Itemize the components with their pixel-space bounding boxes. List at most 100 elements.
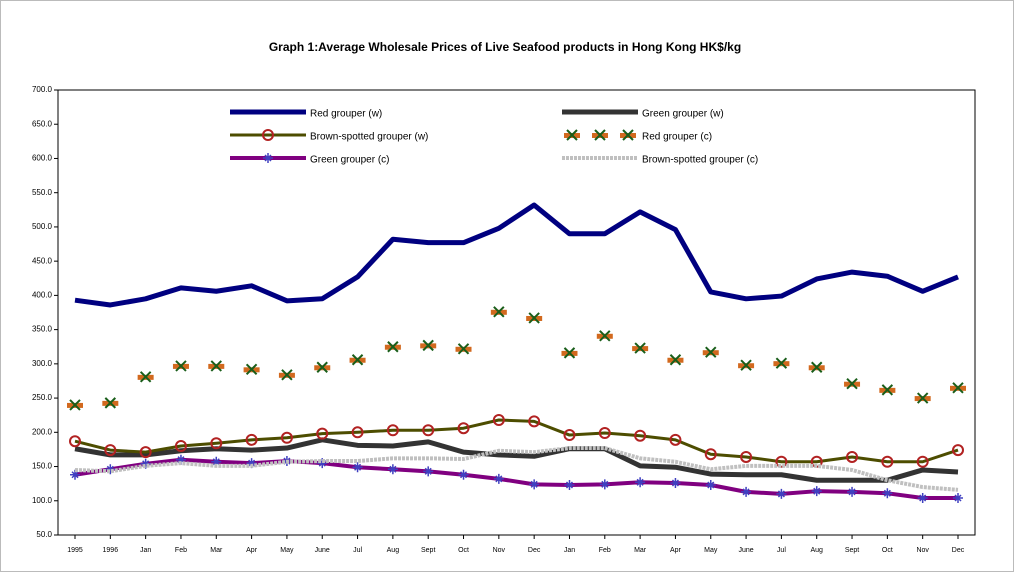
x-tick-label: Jan [564, 547, 575, 554]
data-marker [773, 357, 790, 369]
data-marker [243, 363, 260, 376]
marker-circle [245, 433, 258, 446]
legend-marker [620, 129, 636, 141]
x-tick-label: Oct [458, 547, 469, 554]
marker-star [493, 473, 504, 484]
data-marker [102, 397, 119, 409]
series-line [74, 446, 959, 492]
marker-star [953, 493, 963, 504]
data-marker [670, 477, 681, 488]
marker-star [458, 469, 469, 480]
legend-label: Red grouper (c) [642, 132, 712, 143]
marker-circle [598, 426, 611, 439]
marker-circle [563, 429, 576, 442]
marker-x [528, 312, 540, 324]
data-marker [104, 444, 117, 457]
legend-label: Red grouper (w) [310, 109, 382, 120]
data-marker [420, 339, 437, 352]
y-tick-label: 250.0 [32, 393, 53, 402]
marker-star [776, 488, 787, 499]
series-line [74, 457, 958, 501]
data-marker [455, 343, 472, 355]
marker-star [352, 462, 363, 473]
x-tick-label: Jul [353, 547, 362, 554]
data-marker [776, 488, 787, 499]
data-marker [704, 448, 717, 461]
data-marker [105, 464, 116, 475]
data-marker [457, 422, 470, 435]
y-tick-label: 450.0 [32, 256, 53, 265]
plot-area [57, 89, 976, 536]
data-marker [352, 462, 363, 473]
legend-marker [262, 129, 274, 141]
marker-x [740, 359, 752, 371]
data-marker [139, 446, 152, 459]
data-marker [635, 477, 646, 488]
y-tick-label: 100.0 [32, 496, 53, 505]
data-marker [69, 435, 81, 448]
data-marker [596, 330, 613, 342]
x-tick-label: May [280, 547, 294, 554]
x-tick-label: June [738, 547, 753, 554]
marker-star [705, 480, 716, 491]
data-marker [140, 458, 151, 469]
marker-star [246, 458, 257, 469]
x-tick-label: Sept [421, 547, 435, 554]
y-tick-label: 300.0 [32, 359, 53, 368]
legend-marker [592, 129, 608, 141]
marker-star [882, 488, 893, 499]
data-marker [351, 426, 364, 439]
data-marker [564, 480, 575, 491]
marker-star [263, 153, 273, 163]
marker-circle [704, 448, 717, 461]
marker-x [493, 306, 505, 318]
legend-label: Green grouper (w) [642, 109, 724, 120]
marker-circle [740, 450, 753, 463]
marker-x [139, 371, 152, 383]
marker-circle [69, 435, 81, 448]
series-line [74, 202, 959, 308]
data-marker [175, 454, 186, 465]
data-marker [847, 486, 858, 497]
x-tick-label: Apr [246, 547, 258, 554]
data-marker [738, 359, 755, 371]
marker-circle [280, 431, 293, 444]
data-marker [172, 360, 189, 372]
chart-title: Graph 1:Average Wholesale Prices of Live… [269, 40, 741, 54]
data-marker [245, 433, 258, 446]
y-tick-label: 500.0 [32, 222, 53, 231]
marker-x [351, 354, 364, 366]
marker-star [317, 458, 328, 469]
x-tick-label: Nov [493, 547, 506, 554]
data-marker [914, 392, 931, 404]
data-marker [808, 361, 825, 373]
data-marker [526, 312, 543, 324]
marker-x [422, 339, 434, 352]
x-tick-label: Aug [810, 547, 823, 554]
marker-x [634, 342, 646, 354]
legend-label: Brown-spotted grouper (c) [642, 155, 758, 166]
x-tick-label: 1996 [103, 547, 119, 554]
marker-circle [386, 424, 399, 437]
data-marker [844, 377, 861, 390]
x-tick-label: June [315, 547, 330, 554]
marker-circle [492, 413, 505, 426]
x-tick-label: Apr [670, 547, 682, 554]
data-marker [423, 466, 434, 477]
data-marker [561, 347, 578, 359]
marker-star [917, 493, 928, 504]
data-marker [702, 346, 719, 358]
y-tick-label: 650.0 [32, 119, 53, 128]
y-tick-label: 550.0 [32, 188, 53, 197]
data-marker [70, 469, 80, 480]
marker-x [846, 377, 858, 390]
marker-x [104, 397, 117, 409]
data-marker [349, 354, 366, 366]
marker-x [457, 343, 470, 355]
marker-x [566, 129, 578, 141]
data-marker [632, 342, 649, 354]
data-marker [598, 426, 611, 439]
marker-circle [457, 422, 470, 435]
marker-circle [775, 455, 788, 468]
marker-star [564, 480, 575, 491]
